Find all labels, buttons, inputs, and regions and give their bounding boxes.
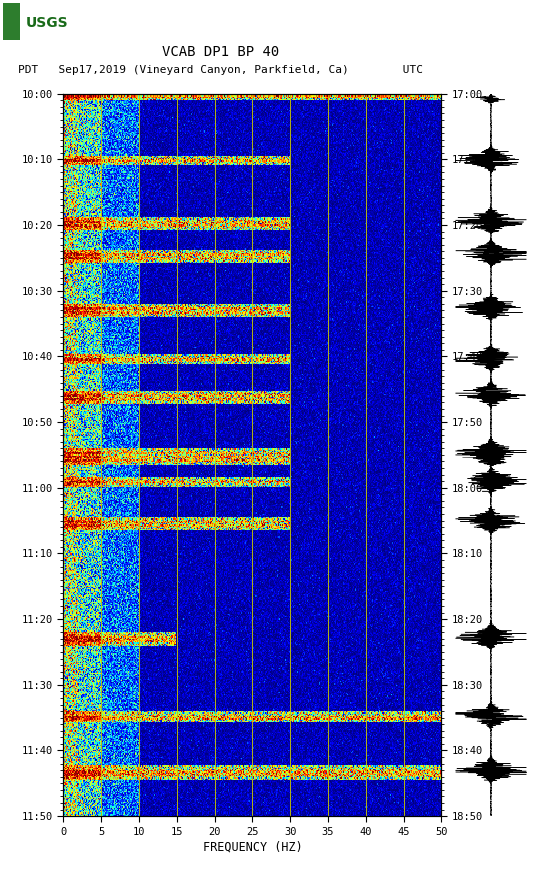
- Text: PDT   Sep17,2019 (Vineyard Canyon, Parkfield, Ca)        UTC: PDT Sep17,2019 (Vineyard Canyon, Parkfie…: [18, 64, 423, 75]
- Bar: [3, 3, 20, 40]
- Text: VCAB DP1 BP 40: VCAB DP1 BP 40: [162, 45, 279, 59]
- Text: USGS: USGS: [26, 16, 68, 30]
- X-axis label: FREQUENCY (HZ): FREQUENCY (HZ): [203, 841, 302, 854]
